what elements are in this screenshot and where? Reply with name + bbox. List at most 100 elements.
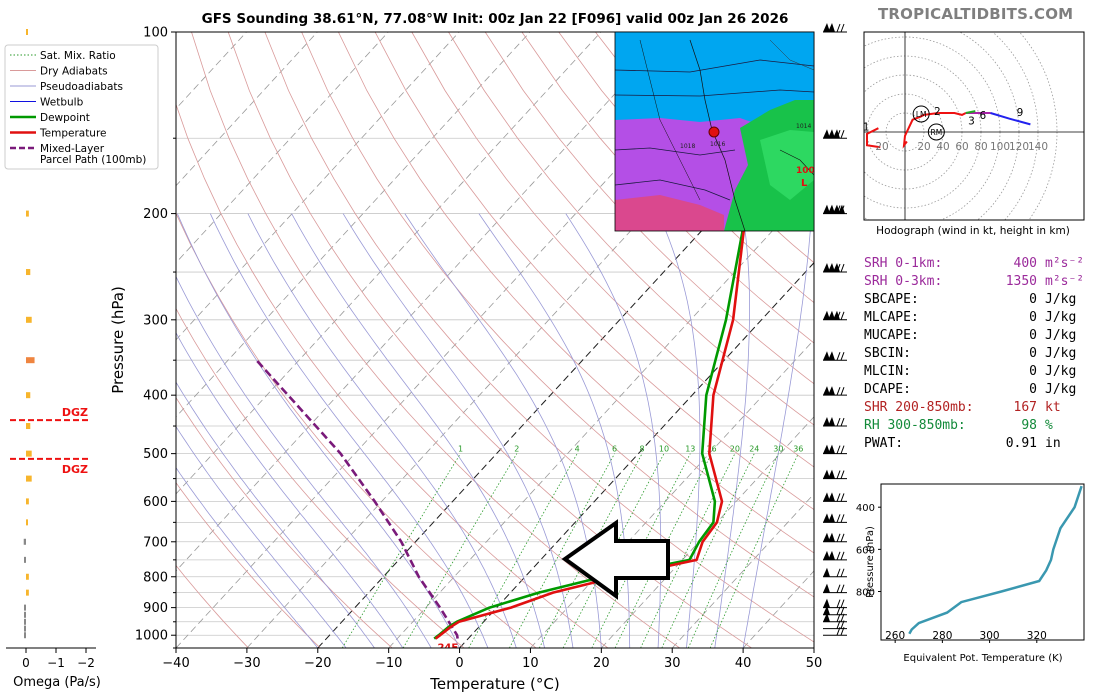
barb-flag xyxy=(823,492,830,502)
dry-adiabat xyxy=(264,32,814,643)
hodograph-height-label: 1 xyxy=(863,121,870,133)
x-tick-label: 0 xyxy=(455,656,463,671)
pseudoadiabat xyxy=(176,381,375,648)
thetae-y-tick-label: 400 xyxy=(856,503,875,514)
pseudoadiabat xyxy=(177,213,460,648)
y-tick-label: 300 xyxy=(143,313,168,328)
barb-flag xyxy=(828,129,835,139)
barb-feather xyxy=(836,311,841,320)
barb-feather xyxy=(836,445,841,454)
dry-adiabat xyxy=(176,396,393,648)
barb-feather xyxy=(840,613,845,622)
thetae-x-tick-label: 300 xyxy=(980,630,1000,642)
index-label: MLCIN: xyxy=(864,364,911,379)
barb-feather xyxy=(836,205,841,214)
isotherm-line xyxy=(176,32,460,341)
barb-feather xyxy=(840,584,845,593)
barb-feather xyxy=(840,205,845,214)
dry-adiabat xyxy=(558,32,814,304)
index-row: DCAPE: 0 J/kg xyxy=(864,381,1094,399)
barb-feather xyxy=(836,23,841,33)
barb-flag xyxy=(828,492,835,502)
index-unit: J/kg xyxy=(1045,310,1077,325)
wind-barb xyxy=(823,386,847,396)
pseudoadiabat xyxy=(342,213,574,648)
mixing-ratio-label: 24 xyxy=(749,445,759,454)
barb-feather xyxy=(840,311,845,320)
isotherm-line xyxy=(176,32,318,187)
omega-bar xyxy=(24,625,26,632)
barb-flag xyxy=(823,567,830,577)
hodograph-ring-label: 100 xyxy=(990,141,1010,153)
isotherm-line xyxy=(176,32,389,264)
index-label: MLCAPE: xyxy=(864,310,919,325)
hodograph-trace xyxy=(965,110,976,114)
temperature-line xyxy=(434,166,814,640)
dry-adiabat xyxy=(176,103,609,648)
pseudoadiabat xyxy=(176,467,319,648)
omega-bar xyxy=(26,589,29,596)
barb-flag xyxy=(823,23,830,32)
dry-adiabat xyxy=(374,32,814,511)
hodograph-trace xyxy=(938,112,967,116)
barb-flag xyxy=(823,598,830,608)
wind-barb xyxy=(823,469,847,480)
barb-feather xyxy=(840,263,845,273)
barb-flag xyxy=(828,550,835,560)
dry-adiabat xyxy=(176,564,249,648)
omega-bar xyxy=(24,604,26,611)
barb-flag xyxy=(828,513,835,523)
mixing-ratio-label: 13 xyxy=(685,445,695,454)
pseudoadiabat xyxy=(176,425,347,648)
sounding-location-marker xyxy=(708,126,720,138)
legend-label-parcel2: Parcel Path (100mb) xyxy=(40,154,146,166)
barb-flag xyxy=(823,129,830,139)
barb-flag xyxy=(823,263,830,273)
low-pressure-value: 100 xyxy=(796,166,815,176)
omega-bar xyxy=(24,632,26,639)
pseudoadiabat xyxy=(565,213,662,648)
isobar-label: 1018 xyxy=(680,143,695,150)
y-tick-label: 800 xyxy=(143,570,168,585)
barb-feather xyxy=(840,568,845,577)
skewt-ylabel: Pressure (hPa) xyxy=(109,286,127,394)
hodograph-ring-label: 80 xyxy=(974,141,987,153)
dry-adiabat xyxy=(227,32,752,648)
isotherm-line xyxy=(388,185,814,648)
hodograph-frame xyxy=(863,31,1085,221)
barb-feather xyxy=(840,620,845,629)
isotherm-line xyxy=(176,32,673,572)
y-tick-label: 600 xyxy=(143,495,168,510)
barb-feather xyxy=(840,551,845,561)
barb-feather xyxy=(836,568,841,577)
index-unit: kt xyxy=(1045,400,1061,415)
mixing-ratio-line xyxy=(687,453,779,648)
index-unit: J/kg xyxy=(1045,346,1077,361)
barb-feather xyxy=(836,417,841,427)
surface-temp-label: 24F xyxy=(437,643,458,654)
storm-motion-marker xyxy=(927,123,945,141)
hodograph-trace xyxy=(990,112,1031,126)
wind-barbs xyxy=(823,23,847,636)
pseudoadiabat xyxy=(247,213,517,648)
pseudoadiabat xyxy=(291,213,545,648)
index-unit: m²s⁻² xyxy=(1045,274,1085,289)
wind-barb xyxy=(823,204,847,215)
site-brand: TROPICALTIDBITS.COM xyxy=(878,5,1074,23)
dry-adiabat xyxy=(176,307,465,648)
hodograph-ring-label: 140 xyxy=(1028,141,1048,153)
low-pressure-letter: L xyxy=(801,178,808,189)
barb-flag xyxy=(828,417,835,427)
barb-flag xyxy=(823,310,830,320)
index-row: SBCIN: 0 J/kg xyxy=(864,345,1094,363)
index-row: MLCIN: 0 J/kg xyxy=(864,363,1094,381)
mixing-ratio-line xyxy=(341,453,461,648)
y-tick-label: 900 xyxy=(143,601,168,616)
barb-feather xyxy=(836,130,841,139)
omega-bar xyxy=(24,618,26,625)
wind-barb xyxy=(823,444,847,455)
index-unit: m²s⁻² xyxy=(1045,256,1085,271)
barb-flag xyxy=(823,351,830,361)
index-value: 1350 xyxy=(1005,274,1037,289)
omega-xlabel: Omega (Pa/s) xyxy=(13,675,101,690)
